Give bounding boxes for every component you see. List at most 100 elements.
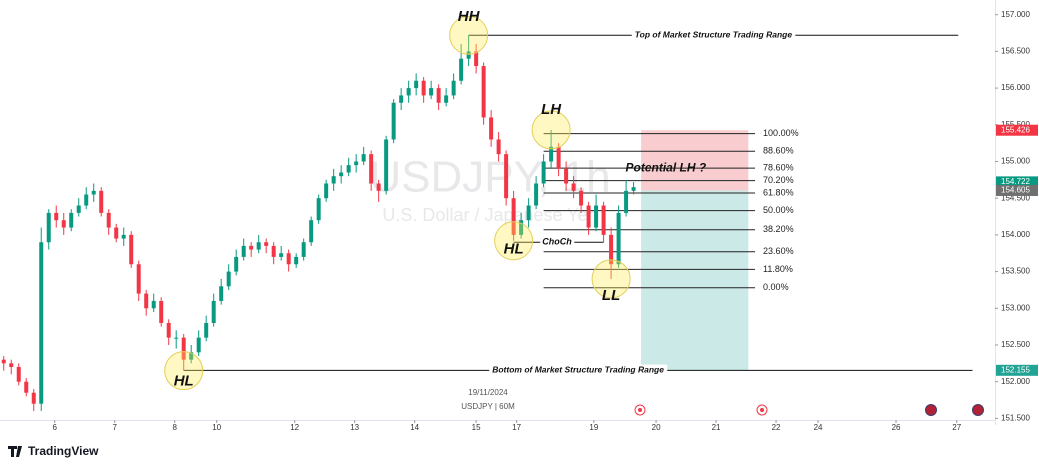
flag-icon[interactable] [972,404,984,416]
candle-body [249,245,254,250]
fib-label: 78.60% [763,162,794,172]
candle-body [436,88,441,103]
range-label: Bottom of Market Structure Trading Range [492,365,664,375]
candle-body [241,245,246,257]
event-icon-dot [638,408,642,412]
candle-body [489,117,494,140]
price-badge-label: 152.155 [1001,365,1030,374]
candle-body [414,80,419,89]
y-tick-label: 152.000 [1001,377,1030,386]
candle-body [84,194,89,206]
candle-body [91,190,96,195]
swing-marker [449,15,489,55]
candle-body [526,205,531,221]
candle-body [474,51,479,67]
plot: Top of Market Structure Trading Range Bot… [1,8,973,412]
candle-body [129,234,134,265]
candle-body [586,205,591,228]
price-badge-label: 154.605 [1001,186,1030,195]
x-tick-label: 26 [892,423,901,432]
candle-body [31,392,36,404]
brand-logo [8,446,22,457]
x-tick-label: 17 [512,423,521,432]
candle-body [504,154,509,199]
candle-body [294,256,299,265]
candle-body [541,161,546,184]
candle-body [511,198,516,235]
price-badge-label: 155.426 [1001,125,1030,134]
candle-body [189,352,194,360]
x-tick-label: 10 [212,423,221,432]
y-tick-label: 155.500 [1001,120,1030,129]
candle-body [106,212,111,228]
fib-label: 61.80% [763,187,794,197]
y-tick-label: 154.500 [1001,193,1030,202]
candle-body [346,165,351,173]
candle-body [354,161,359,166]
brand-name: TradingView [28,444,99,458]
x-tick-label: 14 [410,423,419,432]
symbol-label: USDJPY | 60M [461,402,515,411]
candle-body [271,245,276,257]
candle-body [451,80,456,96]
candle-body [564,168,569,184]
fib-label: 38.20% [763,224,794,234]
fib-label: 23.60% [763,246,794,256]
candle-body [54,212,59,221]
choch-label: ChoCh [542,237,572,247]
fib-label: 11.80% [763,264,793,274]
candle-body [16,367,21,382]
price-badge-label: 154.722 [1001,177,1030,186]
x-tick-label: 27 [952,423,961,432]
date-label: 19/11/2024 [468,388,508,397]
fib-label: 0.00% [763,282,789,292]
range-label: Top of Market Structure Trading Range [635,29,793,39]
candle-body [616,212,621,265]
y-tick-label: 153.500 [1001,267,1030,276]
candle-body [421,80,426,96]
x-tick-label: 6 [53,423,58,432]
target-zone [641,190,749,371]
y-tick-label: 154.000 [1001,230,1030,239]
candle-body [211,300,216,323]
symbol-watermark: USDJPY, 1h [369,153,610,202]
candle-body [204,322,209,338]
y-tick-label: 157.000 [1001,10,1030,19]
candle-body [316,198,321,221]
candle-body [24,381,29,393]
x-tick-label: 19 [589,423,598,432]
candle-body [519,220,524,235]
candle-body [301,242,306,257]
flag-icon[interactable] [925,404,937,416]
swing-label: HH [458,8,481,25]
candle-body [496,139,501,155]
candle-body [1,359,6,364]
swing-marker [164,351,204,391]
brand: TradingView [8,444,99,458]
x-tick-label: 20 [652,423,661,432]
candle-body [331,176,336,184]
candle-body [601,205,606,235]
candle-body [234,256,239,272]
candle-body [399,95,404,103]
x-tick-label: 15 [472,423,481,432]
candle-body [339,172,344,177]
candle-body [406,88,411,96]
fib-label: 88.60% [763,146,794,156]
fib-label: 70.20% [763,175,794,185]
candle-body [114,227,119,239]
x-tick-label: 12 [290,423,299,432]
candle-body [46,212,51,243]
range-label-bg [631,29,796,40]
price-badge [996,176,1038,188]
candle-body [624,190,629,213]
event-icons [634,404,984,416]
candle-body [631,187,636,191]
candle-body [121,234,126,239]
candle-body [159,300,164,323]
x-tick-label: 21 [712,423,721,432]
candle-body [609,234,614,265]
y-tick-label: 153.000 [1001,303,1030,312]
candle-body [309,220,314,243]
